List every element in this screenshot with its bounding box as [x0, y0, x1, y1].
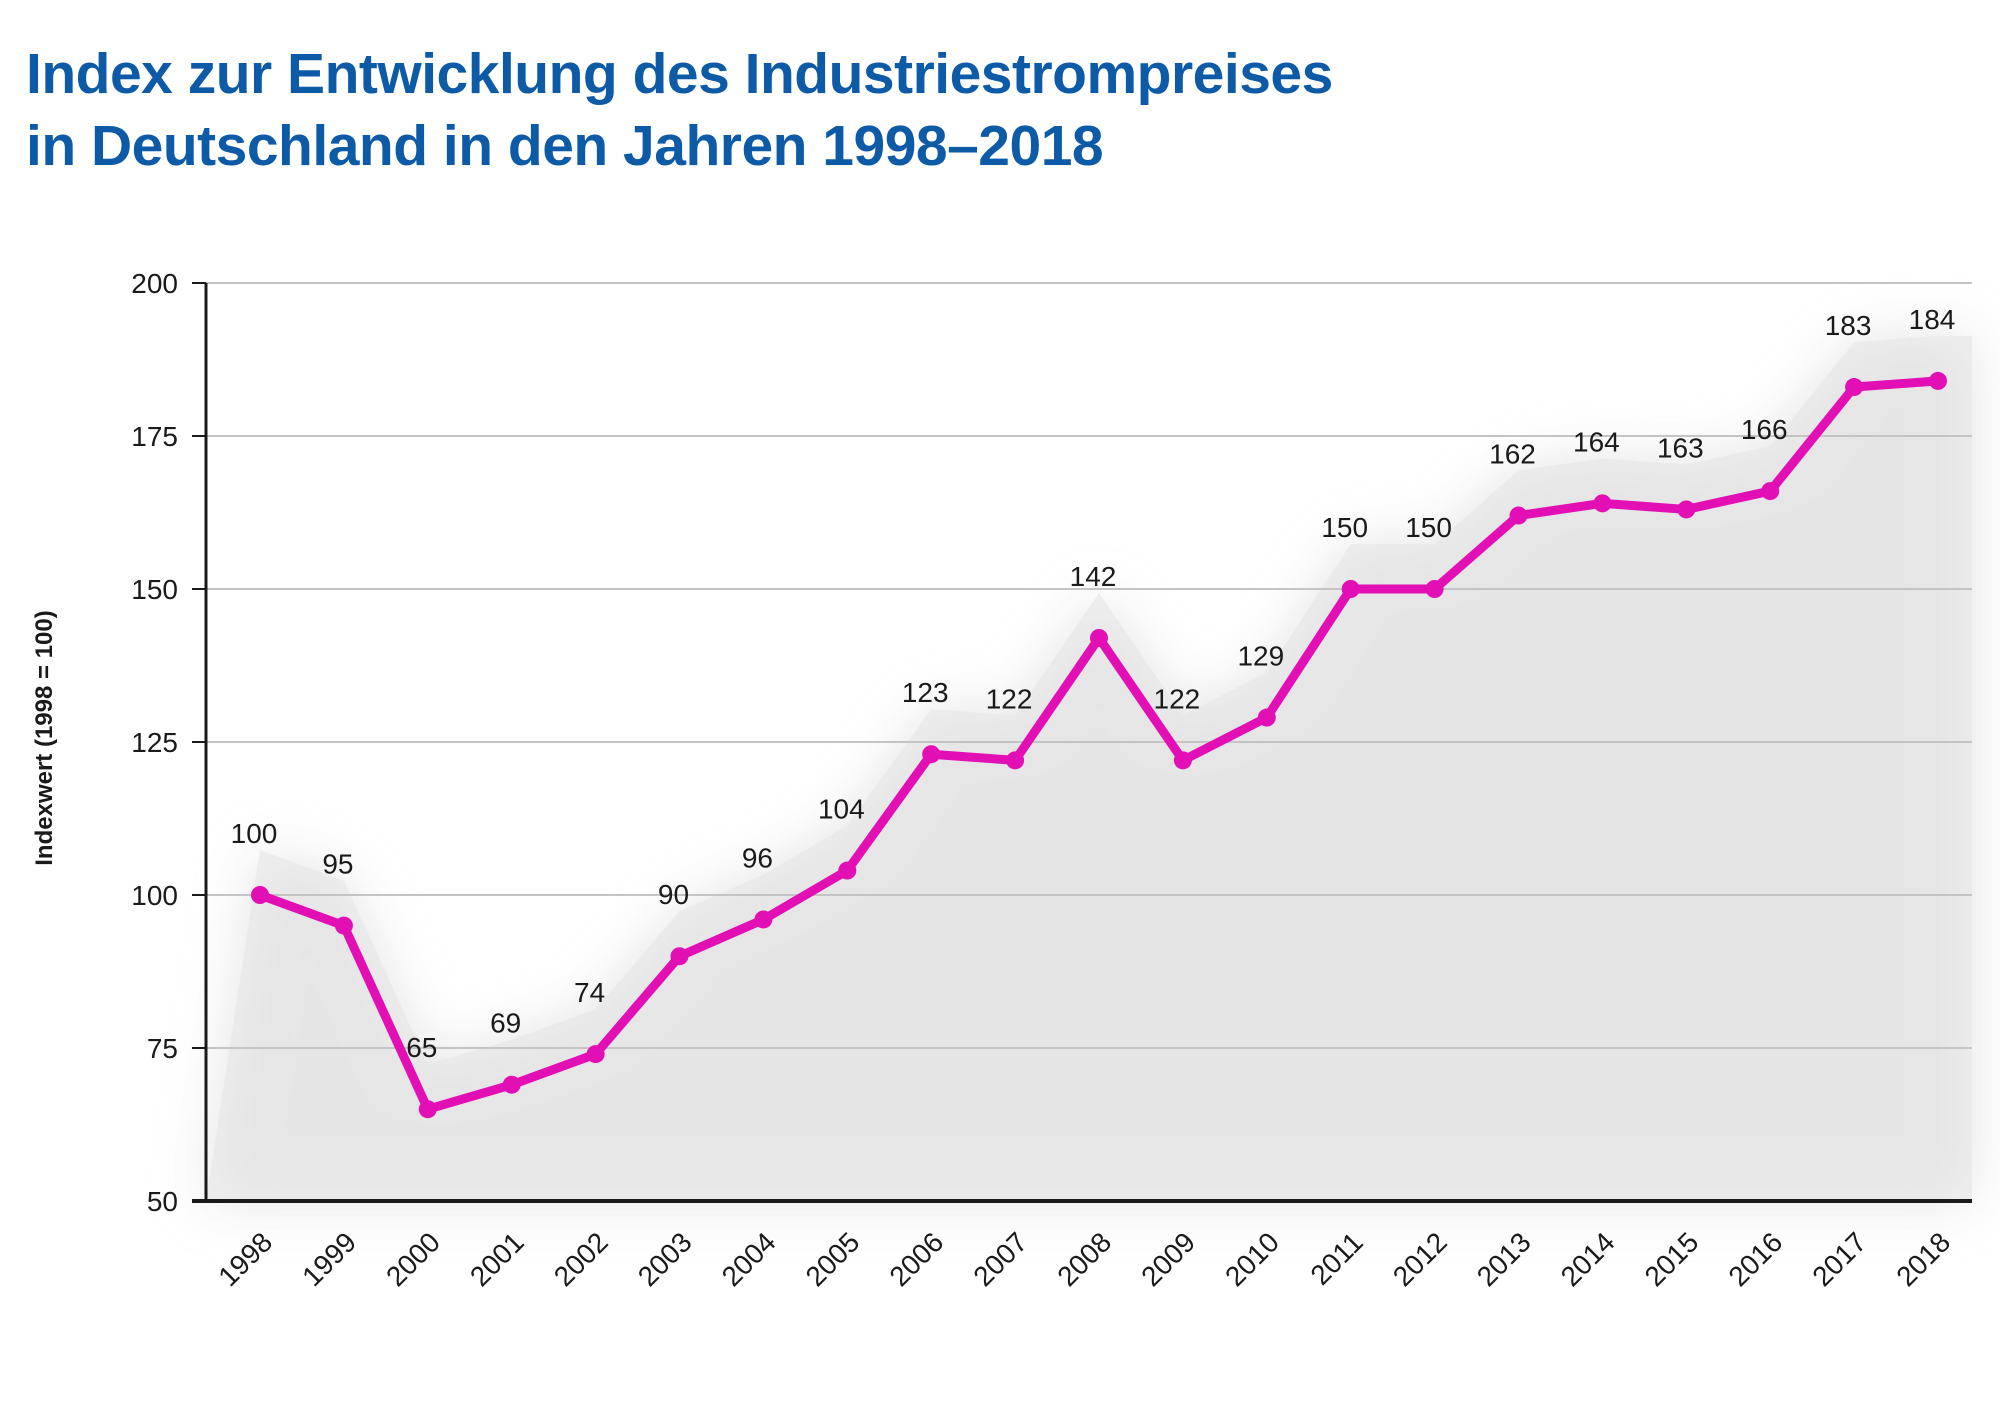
point-2004 — [754, 910, 773, 929]
data-label-2002: 74 — [574, 977, 605, 1008]
x-tick-label-2009: 2009 — [1135, 1226, 1201, 1292]
point-2017 — [1845, 378, 1864, 397]
x-tick-label-2000: 2000 — [380, 1226, 446, 1292]
data-label-2006: 123 — [902, 677, 949, 708]
data-label-2001: 69 — [490, 1008, 521, 1039]
x-tick-label-2017: 2017 — [1806, 1226, 1872, 1292]
x-tick-label-2010: 2010 — [1219, 1226, 1285, 1292]
x-tick-label-2005: 2005 — [800, 1226, 866, 1292]
x-tick-label-2016: 2016 — [1722, 1226, 1788, 1292]
point-2006 — [922, 745, 941, 764]
point-2013 — [1509, 506, 1528, 525]
y-tick-label-200: 200 — [131, 268, 178, 299]
data-label-2017: 183 — [1825, 310, 1872, 341]
data-label-2011: 150 — [1321, 512, 1368, 543]
data-label-2016: 166 — [1741, 414, 1788, 445]
data-label-1998: 100 — [231, 818, 278, 849]
point-2008 — [1090, 628, 1108, 647]
data-label-2008: 142 — [1070, 561, 1117, 592]
data-label-2005: 104 — [818, 794, 865, 825]
data-label-2009: 122 — [1154, 683, 1201, 714]
point-2002 — [586, 1045, 605, 1064]
point-2000 — [418, 1100, 437, 1119]
point-2009 — [1173, 751, 1192, 770]
point-1998 — [251, 886, 269, 904]
series-industriestrompreis — [251, 371, 1947, 1119]
data-label-2004: 96 — [742, 842, 773, 873]
x-tick-label-1999: 1999 — [296, 1226, 362, 1292]
x-tick-label-2015: 2015 — [1639, 1226, 1705, 1292]
data-labels: 100 95 65 69 74 90 96 104 123 122 142 122 129 150 150 1… — [231, 304, 1956, 1063]
y-tick-label-100: 100 — [131, 880, 178, 911]
point-2016 — [1761, 482, 1780, 501]
y-tick-label-175: 175 — [131, 421, 178, 452]
chart-title-line-1: Index zur Entwicklung des Industriestrom… — [26, 42, 1333, 106]
y-axis-ticks: 50 75 100 125 150 175 200 — [131, 268, 206, 1217]
point-2014 — [1593, 494, 1612, 513]
point-2018 — [1929, 371, 1947, 390]
y-axis-label: Indexwert (1998 = 100) — [31, 610, 58, 865]
y-tick-label-150: 150 — [131, 574, 178, 605]
data-label-2003: 90 — [658, 879, 689, 910]
data-label-2010: 129 — [1237, 641, 1284, 672]
y-tick-label-75: 75 — [147, 1033, 178, 1064]
point-2005 — [838, 861, 857, 880]
x-tick-label-2012: 2012 — [1387, 1226, 1453, 1292]
data-label-2013: 162 — [1489, 439, 1536, 470]
data-label-2018: 184 — [1909, 304, 1956, 335]
x-tick-label-2013: 2013 — [1471, 1226, 1537, 1292]
data-label-2000: 65 — [406, 1032, 437, 1063]
chart-title: Index zur Entwicklung des Industriestrom… — [26, 38, 1926, 182]
data-label-2015: 163 — [1657, 432, 1704, 463]
data-label-2012: 150 — [1405, 512, 1452, 543]
point-2015 — [1677, 500, 1696, 519]
x-tick-label-2006: 2006 — [883, 1226, 949, 1292]
y-tick-label-125: 125 — [131, 727, 178, 758]
x-tick-label-2004: 2004 — [716, 1226, 782, 1292]
x-tick-label-2014: 2014 — [1555, 1226, 1621, 1292]
point-2012 — [1425, 580, 1444, 598]
x-tick-label-2002: 2002 — [548, 1226, 614, 1292]
point-1999 — [334, 916, 353, 935]
gridlines — [206, 282, 1972, 1049]
watercolor-background — [206, 335, 1972, 1201]
point-2001 — [502, 1075, 521, 1094]
x-tick-label-2018: 2018 — [1890, 1226, 1956, 1292]
watercolor-base — [206, 335, 1972, 1201]
data-label-2007: 122 — [986, 683, 1033, 714]
x-tick-label-2011: 2011 — [1304, 1226, 1369, 1291]
point-2003 — [670, 947, 689, 966]
x-axis-ticks: 1998 1999 2000 2001 2002 2003 2004 2005 2006 2007… — [212, 1226, 1956, 1292]
y-tick-label-50: 50 — [147, 1186, 178, 1217]
chart-title-line-2: in Deutschland in den Jahren 1998–2018 — [26, 114, 1104, 178]
x-tick-label-2003: 2003 — [632, 1226, 698, 1292]
point-2007 — [1006, 751, 1025, 770]
x-tick-label-1998: 1998 — [212, 1226, 278, 1292]
point-2010 — [1257, 708, 1276, 727]
point-2011 — [1341, 580, 1360, 598]
x-tick-label-2007: 2007 — [967, 1226, 1033, 1292]
data-label-2014: 164 — [1573, 426, 1620, 457]
x-tick-label-2001: 2001 — [464, 1226, 530, 1292]
x-tick-label-2008: 2008 — [1051, 1226, 1117, 1292]
data-label-1999: 95 — [322, 849, 353, 880]
